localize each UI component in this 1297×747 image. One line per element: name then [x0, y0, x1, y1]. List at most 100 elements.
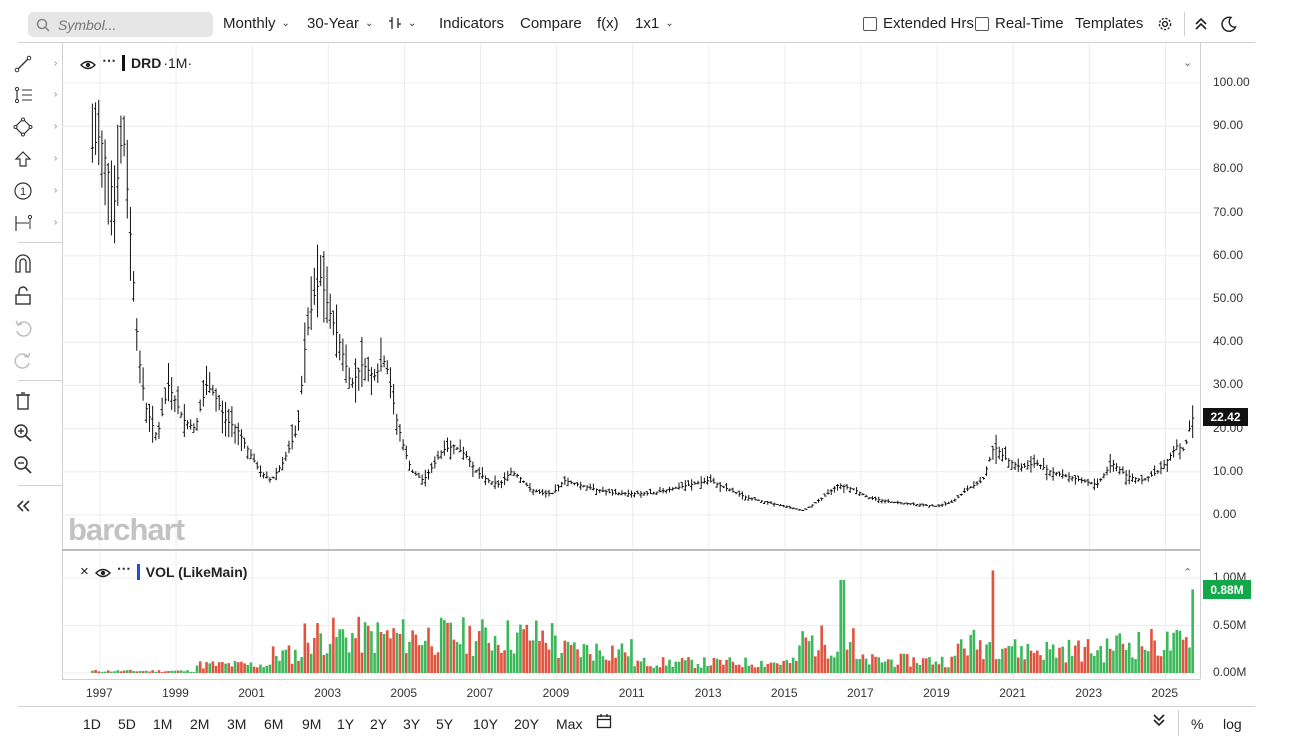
ohlc-bar — [582, 484, 586, 488]
ohlc-bar — [236, 422, 240, 446]
chevron-down-icon: ⌄ — [365, 18, 374, 29]
ohlc-bar — [988, 456, 992, 462]
range-button-1d[interactable]: 1D — [83, 716, 101, 732]
volume-bar — [316, 623, 319, 673]
volume-bar — [1162, 649, 1166, 673]
real-time-checkbox[interactable] — [975, 16, 989, 31]
ohlc-bar — [1048, 470, 1052, 477]
volume-bar — [294, 649, 297, 673]
date-picker-button[interactable] — [596, 713, 612, 732]
percent-scale-button[interactable]: % — [1191, 716, 1204, 732]
pane-divider[interactable] — [62, 549, 1200, 551]
range-button-3y[interactable]: 3Y — [403, 716, 421, 732]
interval-dropdown[interactable]: Monthly ⌄ — [223, 15, 290, 32]
volume-bar — [119, 671, 123, 673]
undo-button[interactable] — [10, 315, 36, 341]
time-tick-label: 2003 — [314, 686, 341, 700]
ohlc-bar — [341, 338, 345, 372]
range-button-20y[interactable]: 20Y — [514, 716, 539, 732]
ohlc-bar — [217, 394, 221, 411]
extended-hrs-checkbox[interactable] — [863, 16, 877, 31]
collapse-sidebar-button[interactable] — [10, 493, 36, 519]
range-button-2m[interactable]: 2M — [190, 716, 210, 732]
volume-bar — [344, 637, 348, 673]
bottom-separator — [18, 706, 1255, 707]
volume-bar — [982, 659, 985, 673]
number-marker-button[interactable]: 1 — [10, 178, 36, 204]
symbol-search[interactable] — [28, 12, 213, 37]
range-button-6m[interactable]: 6M — [264, 716, 284, 732]
layout-dropdown[interactable]: 1x1 ⌄ — [635, 15, 674, 32]
ohlc-bar — [965, 485, 970, 492]
zoom-out-button[interactable] — [10, 452, 36, 478]
line-tool-button[interactable] — [10, 51, 36, 77]
range-button-5d[interactable]: 5D — [118, 716, 136, 732]
price-tick-label: 100.00 — [1213, 75, 1250, 89]
range-button-1m[interactable]: 1M — [153, 716, 173, 732]
ohlc-bar — [407, 460, 412, 471]
eye-icon[interactable] — [80, 59, 96, 71]
volume-bar — [103, 671, 107, 673]
volume-bar — [100, 671, 104, 673]
ohlc-bar — [109, 160, 114, 236]
ohlc-bar — [93, 102, 98, 155]
delete-drawings-button[interactable] — [10, 388, 36, 414]
magnet-button[interactable] — [10, 251, 36, 277]
templates-button[interactable]: Templates — [1075, 15, 1143, 32]
volume-bar — [1083, 646, 1087, 673]
ohlc-bar — [417, 472, 421, 478]
volume-pane-menu-chevron[interactable]: ⌃ — [1183, 567, 1193, 579]
ohlc-bar — [223, 401, 228, 437]
collapse-toolbar-button[interactable] — [1194, 16, 1208, 32]
settings-button[interactable] — [1157, 16, 1173, 32]
ohlc-bar — [315, 244, 320, 318]
range-button-9m[interactable]: 9M — [302, 716, 322, 732]
volume-bar — [259, 664, 262, 673]
chart-type-dropdown[interactable]: ⌄ — [388, 15, 416, 31]
extended-hrs-toggle[interactable]: Extended Hrs — [863, 15, 974, 32]
more-options-icon[interactable]: ⋯ — [116, 560, 131, 576]
expand-down-button[interactable] — [1152, 712, 1166, 731]
volume-bar — [988, 641, 992, 673]
redo-icon — [14, 352, 31, 369]
double-chevron-up-icon — [1195, 17, 1207, 30]
compare-button[interactable]: Compare — [520, 15, 582, 32]
layout-label: 1x1 — [635, 15, 660, 32]
dark-mode-button[interactable] — [1221, 16, 1237, 32]
range-button-max[interactable]: Max — [556, 716, 583, 732]
shapes-button[interactable] — [10, 114, 36, 140]
search-input[interactable] — [56, 15, 200, 34]
volume-bar — [255, 667, 259, 673]
range-button-3m[interactable]: 3M — [227, 716, 247, 732]
volume-bar — [969, 634, 973, 673]
indicators-button[interactable]: Indicators — [439, 15, 504, 32]
lock-button[interactable] — [10, 283, 36, 309]
ohlc-bar — [388, 367, 393, 399]
eye-icon[interactable] — [94, 567, 111, 579]
more-options-icon[interactable]: ⋯ — [102, 51, 116, 68]
redo-button[interactable] — [10, 347, 36, 373]
fibonacci-button[interactable] — [10, 82, 36, 108]
log-scale-button[interactable]: log — [1223, 716, 1242, 732]
ohlc-bar — [734, 492, 738, 495]
volume-chart[interactable] — [62, 552, 1200, 679]
ohlc-bar — [483, 475, 488, 486]
volume-bar — [798, 645, 801, 673]
range-button-1y[interactable]: 1Y — [337, 716, 355, 732]
measure-button[interactable] — [10, 210, 36, 236]
ohlc-bar — [566, 477, 570, 487]
volume-bar — [1051, 644, 1055, 673]
volume-bar — [1108, 648, 1112, 673]
real-time-toggle[interactable]: Real-Time — [975, 15, 1064, 32]
zoom-in-button[interactable] — [10, 420, 36, 446]
main-pane-menu-chevron[interactable]: ⌄ — [1183, 57, 1193, 69]
arrow-tool-button[interactable] — [10, 146, 36, 172]
range-button-5y[interactable]: 5Y — [436, 716, 454, 732]
range-button-2y[interactable]: 2Y — [370, 716, 388, 732]
price-chart[interactable] — [62, 44, 1200, 549]
close-icon[interactable]: × — [80, 563, 89, 580]
unlock-icon — [15, 286, 31, 305]
range-button-10y[interactable]: 10Y — [473, 716, 498, 732]
range-dropdown[interactable]: 30-Year ⌄ — [307, 15, 373, 32]
functions-button[interactable]: f(x) — [597, 15, 619, 32]
